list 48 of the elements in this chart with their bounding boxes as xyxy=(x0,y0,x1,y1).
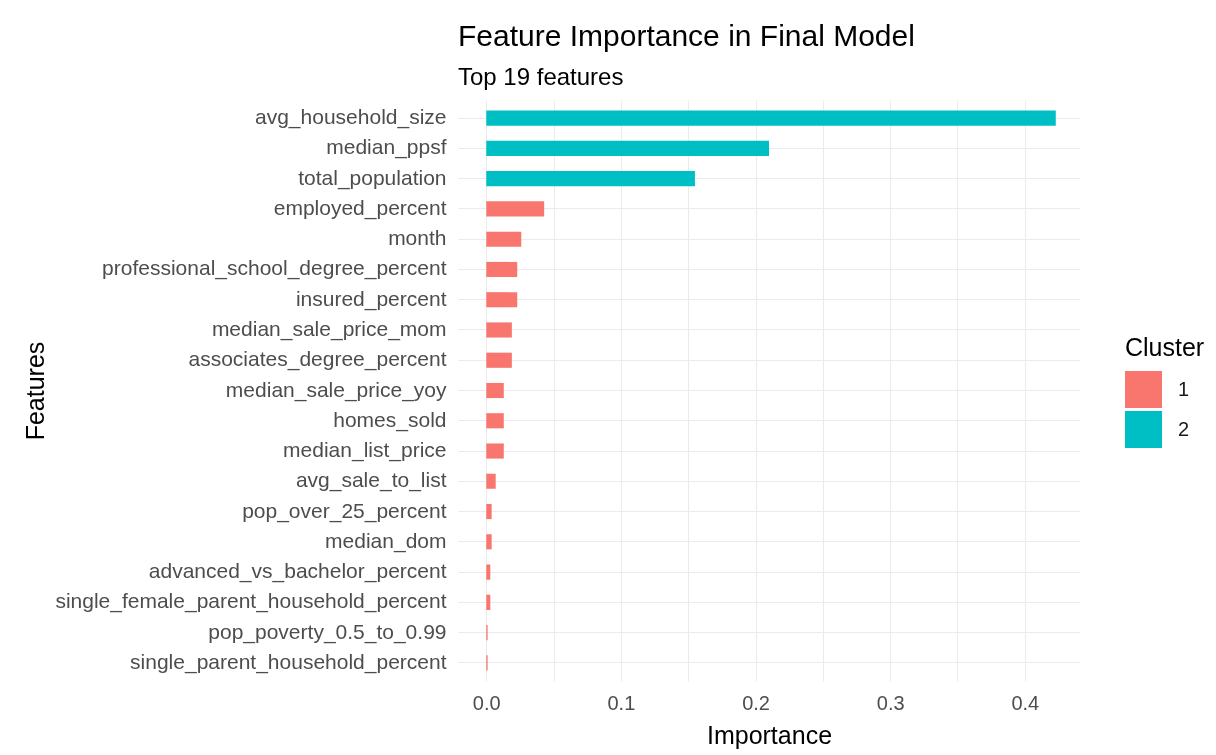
chart-subtitle: Top 19 features xyxy=(458,63,624,90)
bar xyxy=(486,534,492,550)
bar xyxy=(486,110,1056,126)
y-tick-label: total_population xyxy=(298,165,447,190)
y-tick-label: advanced_vs_bachelor_percent xyxy=(148,559,447,584)
y-tick-label: professional_school_degree_percent xyxy=(102,256,447,281)
x-axis-title: Importance xyxy=(706,720,833,749)
y-tick-label: median_dom xyxy=(325,528,447,553)
x-tick-label: 0.2 xyxy=(742,691,770,714)
y-tick-label: pop_over_25_percent xyxy=(242,498,447,523)
chart-title: Feature Importance in Final Model xyxy=(458,19,915,52)
bar xyxy=(486,594,491,610)
y-tick-label: single_female_parent_household_percent xyxy=(55,589,447,614)
legend-label: 2 xyxy=(1178,417,1190,440)
y-tick-label: pop_poverty_0.5_to_0.99 xyxy=(208,619,447,644)
bar xyxy=(486,382,504,399)
bar xyxy=(486,443,504,459)
bar xyxy=(486,292,518,308)
y-tick-label: avg_household_size xyxy=(255,105,447,130)
bar xyxy=(486,564,491,580)
bar xyxy=(486,231,522,247)
bar xyxy=(486,171,695,187)
x-tick-label: 0.3 xyxy=(876,691,905,714)
y-tick-label: median_sale_price_yoy xyxy=(225,377,447,402)
x-tick-label: 0.4 xyxy=(1011,691,1040,714)
legend-title: Cluster xyxy=(1125,333,1205,361)
bar xyxy=(486,201,545,217)
y-axis-title: Features xyxy=(20,341,49,441)
legend-label: 1 xyxy=(1178,377,1190,400)
y-tick-label: single_parent_household_percent xyxy=(130,649,447,674)
bar xyxy=(486,322,512,338)
y-tick-label: associates_degree_percent xyxy=(188,347,447,372)
y-tick-label: avg_sale_to_list xyxy=(295,468,447,493)
bar xyxy=(486,352,512,368)
bar xyxy=(486,140,769,156)
y-tick-label: employed_percent xyxy=(273,195,447,220)
x-tick-label: 0.1 xyxy=(607,691,636,714)
y-tick-label: homes_sold xyxy=(333,407,447,432)
y-tick-label: median_sale_price_mom xyxy=(211,316,447,341)
bar xyxy=(486,413,504,429)
y-tick-label: insured_percent xyxy=(295,286,447,311)
bar xyxy=(486,473,496,489)
bar xyxy=(486,261,518,278)
bar xyxy=(486,503,492,520)
y-tick-label: month xyxy=(388,226,447,250)
x-tick-label: 0.0 xyxy=(472,691,501,714)
y-tick-label: median_ppsf xyxy=(326,135,447,160)
y-tick-label: median_list_price xyxy=(283,438,447,463)
